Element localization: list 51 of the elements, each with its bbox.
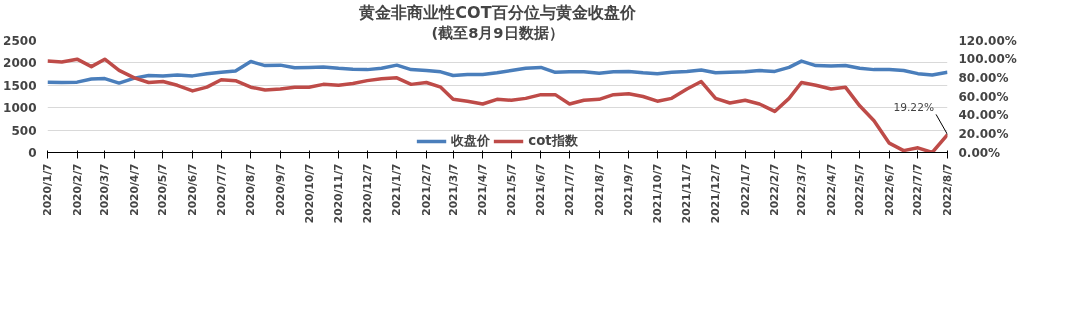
- x-tick-label: 2020/12/7: [360, 163, 374, 224]
- y2-tick-label: 40.00%: [958, 108, 1009, 123]
- x-tick-label: 2020/3/7: [98, 163, 112, 216]
- x-tick-label: 2021/7/7: [563, 163, 577, 216]
- x-tick-label: 2021/8/7: [592, 163, 606, 216]
- x-tick-label: 2021/1/7: [390, 163, 404, 216]
- y-tick-label: 500: [11, 123, 37, 138]
- y2-tick-label: 20.00%: [958, 126, 1009, 141]
- x-tick-label: 2020/8/7: [244, 163, 258, 216]
- x-tick-label: 2021/9/7: [622, 163, 636, 216]
- x-tick-label: 2020/4/7: [127, 163, 141, 216]
- x-tick-label: 2022/1/7: [738, 163, 752, 216]
- x-tick-label: 2020/9/7: [273, 163, 287, 216]
- y-tick-label: 0: [28, 146, 37, 160]
- y-tick-label: 2500: [3, 34, 37, 48]
- chart-subtitle: (截至8月9日数据）: [431, 23, 564, 41]
- x-tick-label: 2020/11/7: [332, 163, 346, 224]
- x-tick-label: 2021/12/7: [709, 163, 723, 224]
- legend-label: cot指数: [528, 132, 578, 150]
- x-tick-label: 2022/7/7: [911, 163, 925, 216]
- x-tick-label: 2020/6/7: [186, 163, 200, 216]
- y2-tick-label: 120.00%: [958, 33, 1017, 48]
- x-tick-label: 2021/11/7: [680, 163, 694, 224]
- y2-tick-label: 80.00%: [958, 70, 1009, 85]
- x-tick-label: 2022/4/7: [824, 163, 838, 216]
- y-tick-label: 2000: [3, 56, 37, 71]
- x-tick-label: 2021/6/7: [534, 163, 548, 216]
- y2-tick-label: 60.00%: [958, 89, 1009, 104]
- x-tick-label: 2021/3/7: [446, 163, 460, 216]
- line-series: [47, 59, 948, 85]
- data-label: 19.22%: [893, 101, 935, 115]
- x-tick-label: 2020/10/7: [302, 163, 316, 224]
- x-tick-label: 2020/1/7: [41, 163, 54, 216]
- x-tick-label: 2021/4/7: [476, 163, 490, 216]
- y2-tick-label: 0.00%: [958, 145, 1001, 160]
- y-tick-label: 1000: [3, 101, 37, 116]
- chart-title: 黄金非商业性COT百分位与黄金收盘价: [358, 2, 637, 22]
- x-tick-label: 2021/5/7: [504, 163, 518, 216]
- x-tick-label: 2022/2/7: [768, 163, 782, 216]
- x-tick-label: 2022/8/7: [941, 163, 954, 216]
- y-tick-label: 1500: [3, 78, 37, 93]
- x-tick-label: 2022/6/7: [882, 163, 896, 216]
- x-tick-label: 2022/5/7: [853, 163, 867, 216]
- x-tick-label: 2020/7/7: [214, 163, 228, 216]
- x-tick-label: 2020/5/7: [156, 163, 170, 216]
- x-tick-label: 2022/3/7: [794, 163, 808, 216]
- x-tick-label: 2020/2/7: [70, 163, 84, 216]
- x-tick-label: 2021/10/7: [650, 163, 664, 224]
- y2-tick-label: 100.00%: [958, 52, 1017, 67]
- x-tick-label: 2021/2/7: [419, 163, 433, 216]
- legend-label: 收盘价: [451, 132, 491, 150]
